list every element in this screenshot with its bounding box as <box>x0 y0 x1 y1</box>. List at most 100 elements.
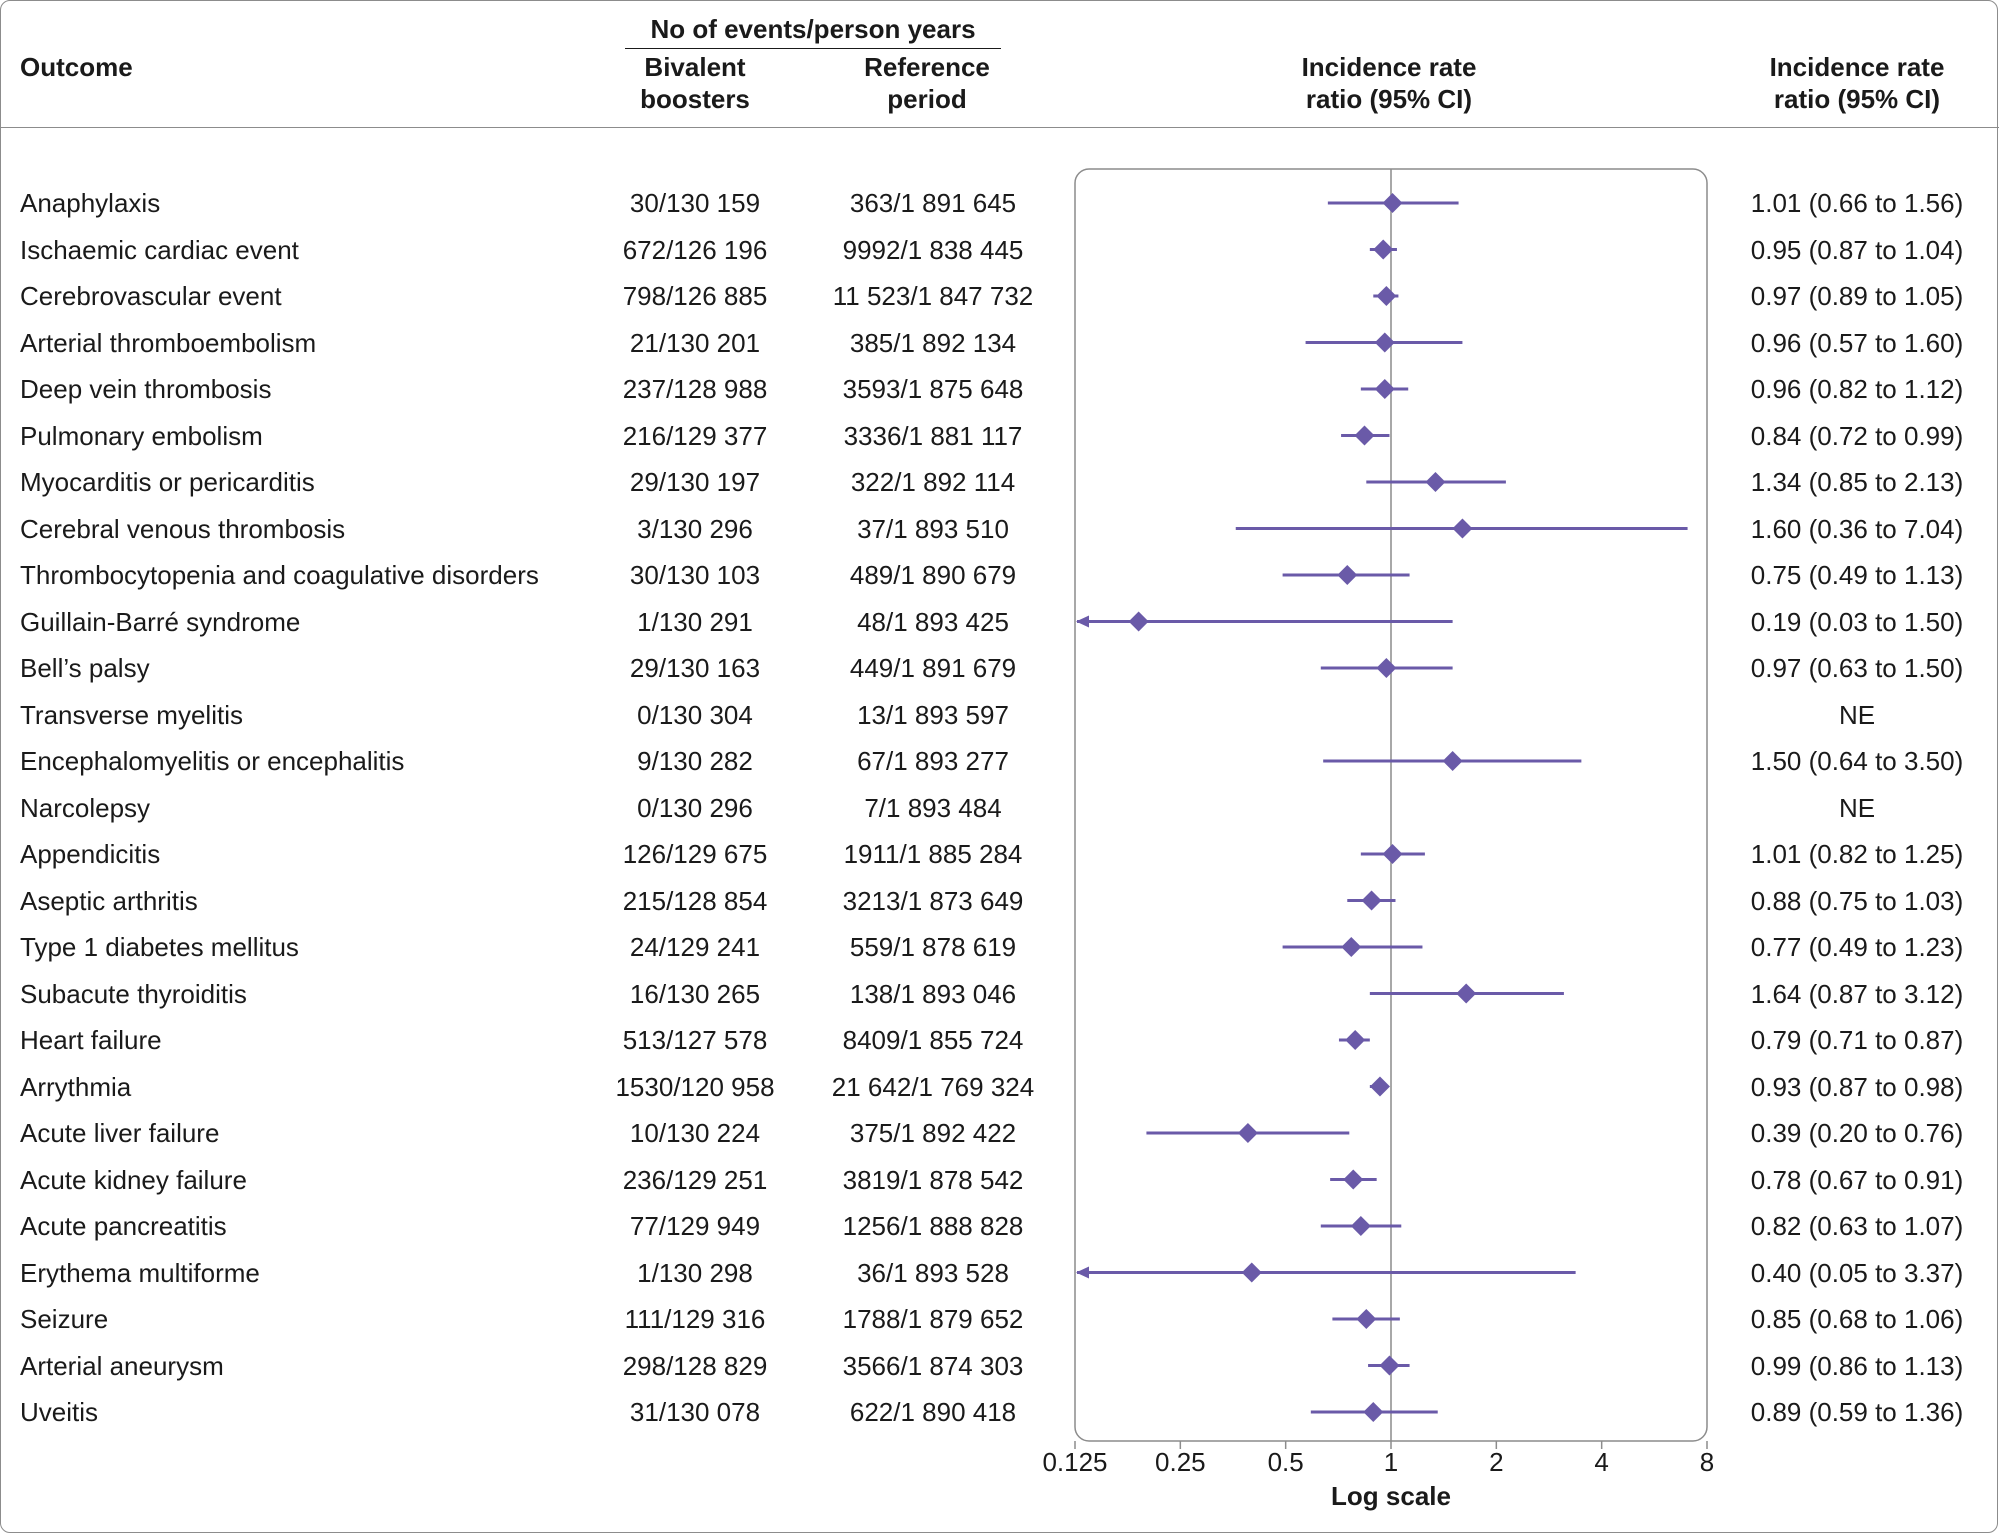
point-estimate-marker <box>1374 379 1395 399</box>
outcome-label: Acute pancreatitis <box>20 1211 227 1241</box>
irr-value-cell: 0.97 (0.89 to 1.05) <box>1750 281 1964 311</box>
outcome-label: Appendicitis <box>20 839 161 869</box>
reference-events-cell: 3566/1 874 303 <box>842 1350 1024 1381</box>
reference-events-cell: 8409/1 855 724 <box>842 1025 1024 1055</box>
irr-value-cell: 0.93 (0.87 to 0.98) <box>1750 1071 1964 1102</box>
reference-events-cell: 3819/1 878 542 <box>842 1164 1024 1195</box>
reference-events-cell: 1256/1 888 828 <box>842 1211 1024 1241</box>
outcome-label: Ischaemic cardiac event <box>20 234 299 265</box>
x-axis-title: Log scale <box>1331 1481 1451 1511</box>
reference-events-cell: 36/1 893 528 <box>857 1257 1009 1288</box>
boosters-events-cell: 1/130 291 <box>637 606 753 637</box>
irr-value-cell: 0.39 (0.20 to 0.76) <box>1750 1118 1964 1148</box>
outcome-label: Uveitis <box>20 1397 99 1427</box>
boosters-events-cell: 24/129 241 <box>629 932 761 962</box>
boosters-events-cell: 0/130 304 <box>637 699 753 730</box>
irr-value-cell: 0.88 (0.75 to 1.03) <box>1750 885 1964 916</box>
reference-events-cell: 7/1 893 484 <box>864 792 1002 823</box>
boosters-header-line1: Bivalent <box>644 52 746 82</box>
reference-column-header: Reference period <box>864 51 990 115</box>
point-estimate-marker <box>1356 1309 1377 1329</box>
irr-value-cell: 0.95 (0.87 to 1.04) <box>1750 234 1964 265</box>
header-rule <box>1 127 1999 128</box>
boosters-events-cell: 298/128 829 <box>622 1350 768 1381</box>
irr-value-cell: 0.89 (0.59 to 1.36) <box>1750 1397 1964 1427</box>
point-estimate-marker <box>1241 1262 1262 1283</box>
point-estimate-marker <box>1456 983 1477 1004</box>
plot-header-line1: Incidence rate <box>1301 52 1477 82</box>
outcome-label: Bell’s palsy <box>20 653 150 683</box>
boosters-events-cell: 1/130 298 <box>637 1257 753 1288</box>
point-estimate-marker <box>1237 1123 1258 1143</box>
outcome-label: Heart failure <box>20 1025 162 1055</box>
point-estimate-marker <box>1442 751 1463 771</box>
irr-value-cell: 0.99 (0.86 to 1.13) <box>1750 1350 1964 1381</box>
boosters-events-cell: 798/126 885 <box>622 281 768 311</box>
outcome-label: Acute liver failure <box>20 1118 220 1148</box>
outcome-label: Encephalomyelitis or encephalitis <box>20 746 405 776</box>
point-estimate-marker <box>1373 239 1394 260</box>
outcome-label: Subacute thyroiditis <box>20 978 247 1009</box>
boosters-events-cell: 126/129 675 <box>622 839 768 869</box>
reference-events-cell: 375/1 892 422 <box>849 1118 1017 1148</box>
outcome-label: Arterial aneurysm <box>20 1350 224 1381</box>
plot-column-header: Incidence rate ratio (95% CI) <box>1302 51 1477 115</box>
outcome-label: Deep vein thrombosis <box>20 374 272 404</box>
point-estimate-marker <box>1425 472 1446 492</box>
irr-value-cell: 1.64 (0.87 to 3.12) <box>1750 978 1964 1009</box>
outcome-label: Myocarditis or pericarditis <box>20 467 315 497</box>
reference-events-cell: 449/1 891 679 <box>849 653 1017 683</box>
boosters-events-cell: 30/130 159 <box>629 188 761 218</box>
boosters-events-cell: 1530/120 958 <box>615 1071 775 1102</box>
reference-events-cell: 9992/1 838 445 <box>842 234 1024 265</box>
reference-events-cell: 138/1 893 046 <box>849 978 1017 1009</box>
irr-value-cell: 0.79 (0.71 to 0.87) <box>1750 1025 1964 1055</box>
irr-value-cell: 0.84 (0.72 to 0.99) <box>1750 420 1964 451</box>
point-estimate-marker <box>1354 425 1375 446</box>
boosters-events-cell: 16/130 265 <box>629 978 761 1009</box>
boosters-events-cell: 10/130 224 <box>629 1118 761 1148</box>
point-estimate-marker <box>1376 658 1397 678</box>
outcome-label: Arrythmia <box>20 1071 132 1102</box>
x-tick-label: 0.125 <box>1042 1447 1107 1477</box>
reference-events-cell: 3593/1 875 648 <box>842 374 1024 404</box>
ci-left-arrow <box>1076 615 1089 628</box>
irr-value-cell: 1.01 (0.82 to 1.25) <box>1750 839 1964 869</box>
x-tick-label: 4 <box>1594 1447 1608 1477</box>
point-estimate-marker <box>1343 1169 1364 1190</box>
outcome-label: Narcolepsy <box>20 792 151 823</box>
x-tick-label: 2 <box>1489 1447 1503 1477</box>
irr-value-cell: 0.19 (0.03 to 1.50) <box>1750 606 1964 637</box>
point-estimate-marker <box>1374 332 1395 353</box>
reference-events-cell: 13/1 893 597 <box>857 699 1009 730</box>
point-estimate-marker <box>1369 1076 1390 1097</box>
reference-events-cell: 1788/1 879 652 <box>842 1304 1024 1334</box>
x-tick-label: 0.5 <box>1268 1447 1304 1477</box>
irr-value-cell: 0.97 (0.63 to 1.50) <box>1750 653 1964 683</box>
outcome-label: Cerebrovascular event <box>20 281 282 311</box>
irr-value-cell: 0.75 (0.49 to 1.13) <box>1750 560 1964 590</box>
boosters-events-cell: 9/130 282 <box>637 746 753 776</box>
irr-value-cell: 0.96 (0.82 to 1.12) <box>1750 374 1964 404</box>
x-tick-label: 8 <box>1700 1447 1714 1477</box>
reference-events-cell: 3336/1 881 117 <box>843 420 1023 451</box>
group-header-rule <box>625 48 1001 49</box>
outcome-label: Type 1 diabetes mellitus <box>20 932 299 962</box>
irr-header-line1: Incidence rate <box>1769 52 1945 82</box>
x-tick-label: 1 <box>1384 1447 1398 1477</box>
point-estimate-marker <box>1376 286 1397 306</box>
reference-events-cell: 559/1 878 619 <box>849 932 1017 962</box>
outcome-label: Seizure <box>20 1304 109 1334</box>
reference-events-cell: 322/1 892 114 <box>850 467 1016 497</box>
irr-value-cell: NE <box>1838 699 1876 730</box>
point-estimate-marker <box>1382 844 1403 864</box>
irr-value-cell: 0.85 (0.68 to 1.06) <box>1750 1304 1964 1334</box>
reference-events-cell: 489/1 890 679 <box>849 560 1017 590</box>
point-estimate-marker <box>1341 937 1362 957</box>
boosters-events-cell: 672/126 196 <box>622 234 768 265</box>
reference-events-cell: 48/1 893 425 <box>857 606 1009 637</box>
outcome-label: Pulmonary embolism <box>20 420 263 451</box>
reference-events-cell: 37/1 893 510 <box>857 513 1009 544</box>
irr-value-cell: NE <box>1838 792 1876 823</box>
